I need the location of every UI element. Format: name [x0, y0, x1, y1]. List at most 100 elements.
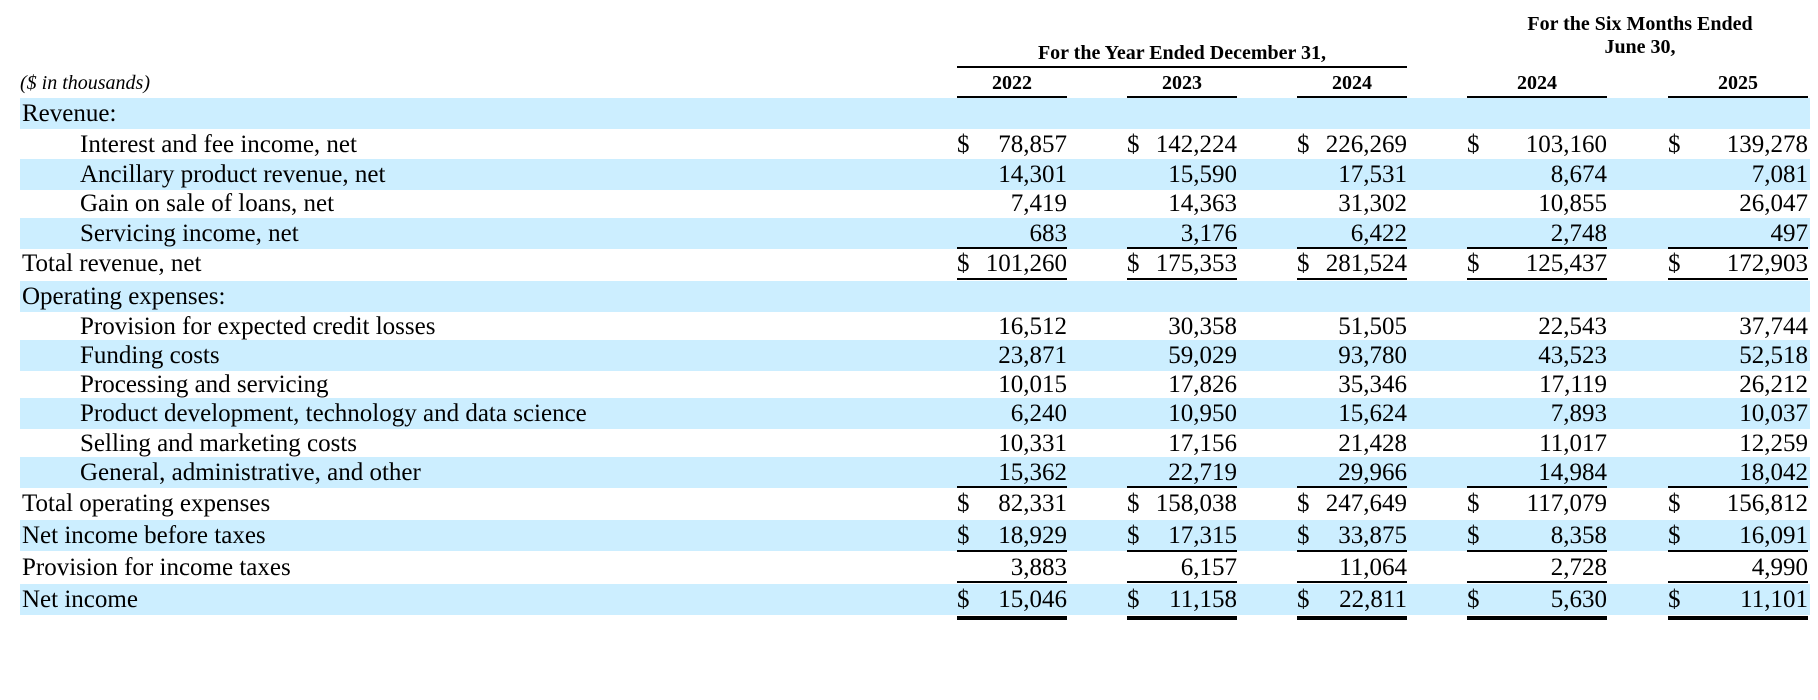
value-number: 15,046: [998, 586, 1067, 613]
value-cell: 17,531: [1297, 158, 1407, 191]
value-cell: $247,649: [1297, 487, 1407, 520]
row-label: Interest and fee income, net: [80, 131, 357, 158]
value-cell: 4,990: [1668, 551, 1808, 584]
subtotal-rule: [1127, 581, 1237, 583]
value-cell: 6,240: [957, 397, 1067, 430]
value-number: 59,029: [1168, 342, 1237, 369]
value-number: 26,047: [1739, 190, 1808, 217]
value-number: 101,260: [985, 250, 1067, 277]
column-header-underline: [957, 96, 1067, 98]
value-number: 4,990: [1751, 554, 1808, 581]
value-number: 2,748: [1550, 220, 1607, 247]
value-number: 158,038: [1155, 490, 1237, 517]
value-number: 52,518: [1739, 342, 1808, 369]
value-number: 21,428: [1338, 430, 1407, 457]
table-row: [20, 281, 1810, 312]
total-rule: [1297, 550, 1407, 552]
column-header-underline: [1668, 96, 1808, 98]
value-cell: $117,079: [1467, 487, 1607, 520]
value-number: 7,893: [1550, 400, 1607, 427]
grand-total-double-rule: [1467, 616, 1607, 620]
value-number: 117,079: [1526, 490, 1607, 517]
value-number: 12,259: [1739, 430, 1808, 457]
total-rule: [1467, 278, 1607, 280]
value-cell: 23,871: [957, 339, 1067, 372]
value-number: 14,301: [998, 161, 1067, 188]
subtotal-rule: [1297, 581, 1407, 583]
value-cell: $33,875: [1297, 519, 1407, 552]
value-cell: 7,419: [957, 187, 1067, 220]
column-header-2025-six-month: 2025: [1718, 72, 1758, 94]
value-number: 16,512: [998, 313, 1067, 340]
year-group-header: For the Year Ended December 31,: [1037, 42, 1327, 64]
value-cell: 22,543: [1467, 310, 1607, 343]
currency-symbol: $: [1467, 490, 1480, 517]
value-number: 15,590: [1168, 161, 1237, 188]
value-number: 17,156: [1168, 430, 1237, 457]
value-number: 10,037: [1739, 400, 1808, 427]
value-number: 156,812: [1726, 490, 1808, 517]
value-cell: 10,037: [1668, 397, 1808, 430]
subtotal-rule: [1127, 247, 1237, 249]
value-cell: 10,950: [1127, 397, 1237, 430]
value-number: 3,176: [1180, 220, 1237, 247]
subtotal-rule: [1467, 581, 1607, 583]
value-cell: 21,428: [1297, 427, 1407, 460]
value-cell: 30,358: [1127, 310, 1237, 343]
value-number: 51,505: [1338, 313, 1407, 340]
currency-symbol: $: [1467, 586, 1480, 613]
currency-symbol: $: [1127, 131, 1140, 158]
row-label: Net income before taxes: [22, 522, 266, 549]
six-month-group-header-line2: June 30,: [1604, 36, 1676, 58]
value-cell: 3,883: [957, 551, 1067, 584]
row-label: Total revenue, net: [22, 250, 202, 277]
value-cell: 11,064: [1297, 551, 1407, 584]
value-cell: $226,269: [1297, 128, 1407, 161]
value-number: 30,358: [1168, 313, 1237, 340]
value-cell: 16,512: [957, 310, 1067, 343]
value-number: 33,875: [1338, 522, 1407, 549]
value-cell: 22,719: [1127, 456, 1237, 489]
value-number: 175,353: [1155, 250, 1237, 277]
currency-symbol: $: [1127, 586, 1140, 613]
value-number: 31,302: [1338, 190, 1407, 217]
value-cell: 15,624: [1297, 397, 1407, 430]
value-number: 125,437: [1525, 250, 1607, 277]
currency-symbol: $: [1297, 522, 1310, 549]
value-number: 10,950: [1168, 400, 1237, 427]
value-cell: 497: [1668, 217, 1809, 250]
value-cell: $175,353: [1127, 247, 1237, 280]
value-number: 43,523: [1538, 342, 1607, 369]
grand-total-double-rule: [1297, 616, 1407, 620]
value-number: 22,543: [1538, 313, 1607, 340]
table-row: [20, 520, 1810, 551]
value-cell: $82,331: [957, 487, 1067, 520]
value-number: 11,064: [1339, 554, 1407, 581]
value-cell: 10,015: [957, 368, 1067, 401]
value-cell: 26,047: [1668, 187, 1808, 220]
value-number: 10,855: [1538, 190, 1607, 217]
value-cell: $11,101: [1668, 583, 1808, 616]
value-number: 78,857: [998, 131, 1067, 158]
subtotal-rule: [1297, 486, 1407, 488]
table-row: [20, 584, 1810, 615]
value-number: 15,362: [998, 459, 1067, 486]
subtotal-rule: [957, 581, 1067, 583]
total-rule: [1127, 278, 1237, 280]
value-number: 247,649: [1325, 490, 1407, 517]
currency-symbol: $: [957, 586, 970, 613]
grand-total-double-rule: [957, 616, 1067, 620]
value-number: 18,929: [998, 522, 1067, 549]
subtotal-rule: [1668, 247, 1808, 249]
value-number: 172,903: [1726, 250, 1808, 277]
value-cell: 15,590: [1127, 158, 1237, 191]
value-number: 11,101: [1740, 586, 1808, 613]
value-number: 14,363: [1168, 190, 1237, 217]
total-rule: [1467, 550, 1607, 552]
value-number: 7,081: [1751, 161, 1808, 188]
value-number: 8,674: [1550, 161, 1607, 188]
column-header-underline: [1127, 96, 1237, 98]
currency-symbol: $: [1668, 250, 1681, 277]
value-cell: 15,362: [957, 456, 1067, 489]
row-label: Operating expenses:: [22, 283, 226, 310]
